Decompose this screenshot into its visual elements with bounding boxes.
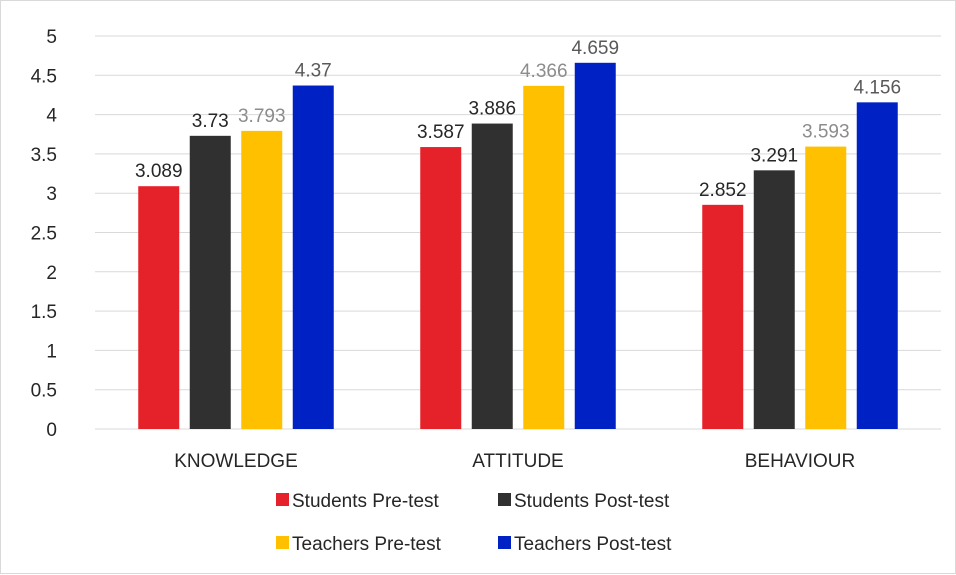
data-label: 4.366: [520, 61, 568, 82]
data-label: 4.659: [571, 38, 619, 59]
y-tick-label: 3: [46, 184, 57, 205]
y-tick-label: 5: [46, 27, 57, 48]
bar: [753, 170, 795, 429]
bar: [292, 85, 334, 429]
data-label: 4.37: [295, 61, 332, 82]
bar: [241, 130, 283, 430]
y-tick-label: 4.5: [31, 66, 57, 87]
y-tick-label: 3.5: [31, 145, 57, 166]
data-label: 3.593: [802, 122, 850, 143]
bar: [856, 102, 898, 429]
y-tick-label: 0.5: [31, 381, 57, 402]
gridlines: [95, 35, 941, 430]
y-tick-label: 2.5: [31, 224, 57, 245]
x-axis-category-labels: KNOWLEDGE ATTITUDE BEHAVIOUR: [174, 451, 855, 472]
bar: [189, 135, 231, 429]
legend-swatch: [498, 536, 511, 549]
bar: [420, 147, 462, 429]
bar: [702, 204, 744, 429]
bar: [471, 123, 513, 430]
data-label: 3.73: [192, 111, 229, 132]
legend-label: Students Post-test: [514, 491, 670, 512]
data-label: 3.291: [750, 145, 798, 166]
y-tick-label: 1: [46, 341, 57, 362]
y-tick-label: 0: [46, 420, 57, 441]
legend-swatch: [276, 493, 289, 506]
legend-swatch: [276, 536, 289, 549]
data-label: 3.089: [135, 161, 183, 182]
category-label: BEHAVIOUR: [745, 451, 856, 472]
bar: [574, 62, 616, 429]
data-label: 4.156: [853, 77, 901, 98]
y-tick-label: 2: [46, 263, 57, 284]
legend-swatch: [498, 493, 511, 506]
category-label: KNOWLEDGE: [174, 451, 298, 472]
bar: [805, 146, 847, 429]
data-label: 3.793: [238, 106, 286, 127]
category-label: ATTITUDE: [472, 451, 563, 472]
data-label: 2.852: [699, 180, 747, 201]
y-tick-label: 1.5: [31, 302, 57, 323]
bar: [138, 186, 180, 429]
bars: [138, 62, 898, 430]
legend: Students Pre-test Students Post-test Teach…: [276, 491, 672, 555]
bar: [523, 85, 565, 429]
y-axis-tick-labels: 0 0.5 1 1.5 2 2.5 3 3.5 4 4.5 5: [31, 27, 58, 441]
data-label: 3.587: [417, 122, 465, 143]
legend-label: Teachers Post-test: [514, 534, 672, 555]
data-label: 3.886: [468, 99, 516, 120]
legend-label: Teachers Pre-test: [292, 534, 442, 555]
y-tick-label: 4: [46, 106, 57, 127]
legend-label: Students Pre-test: [292, 491, 440, 512]
